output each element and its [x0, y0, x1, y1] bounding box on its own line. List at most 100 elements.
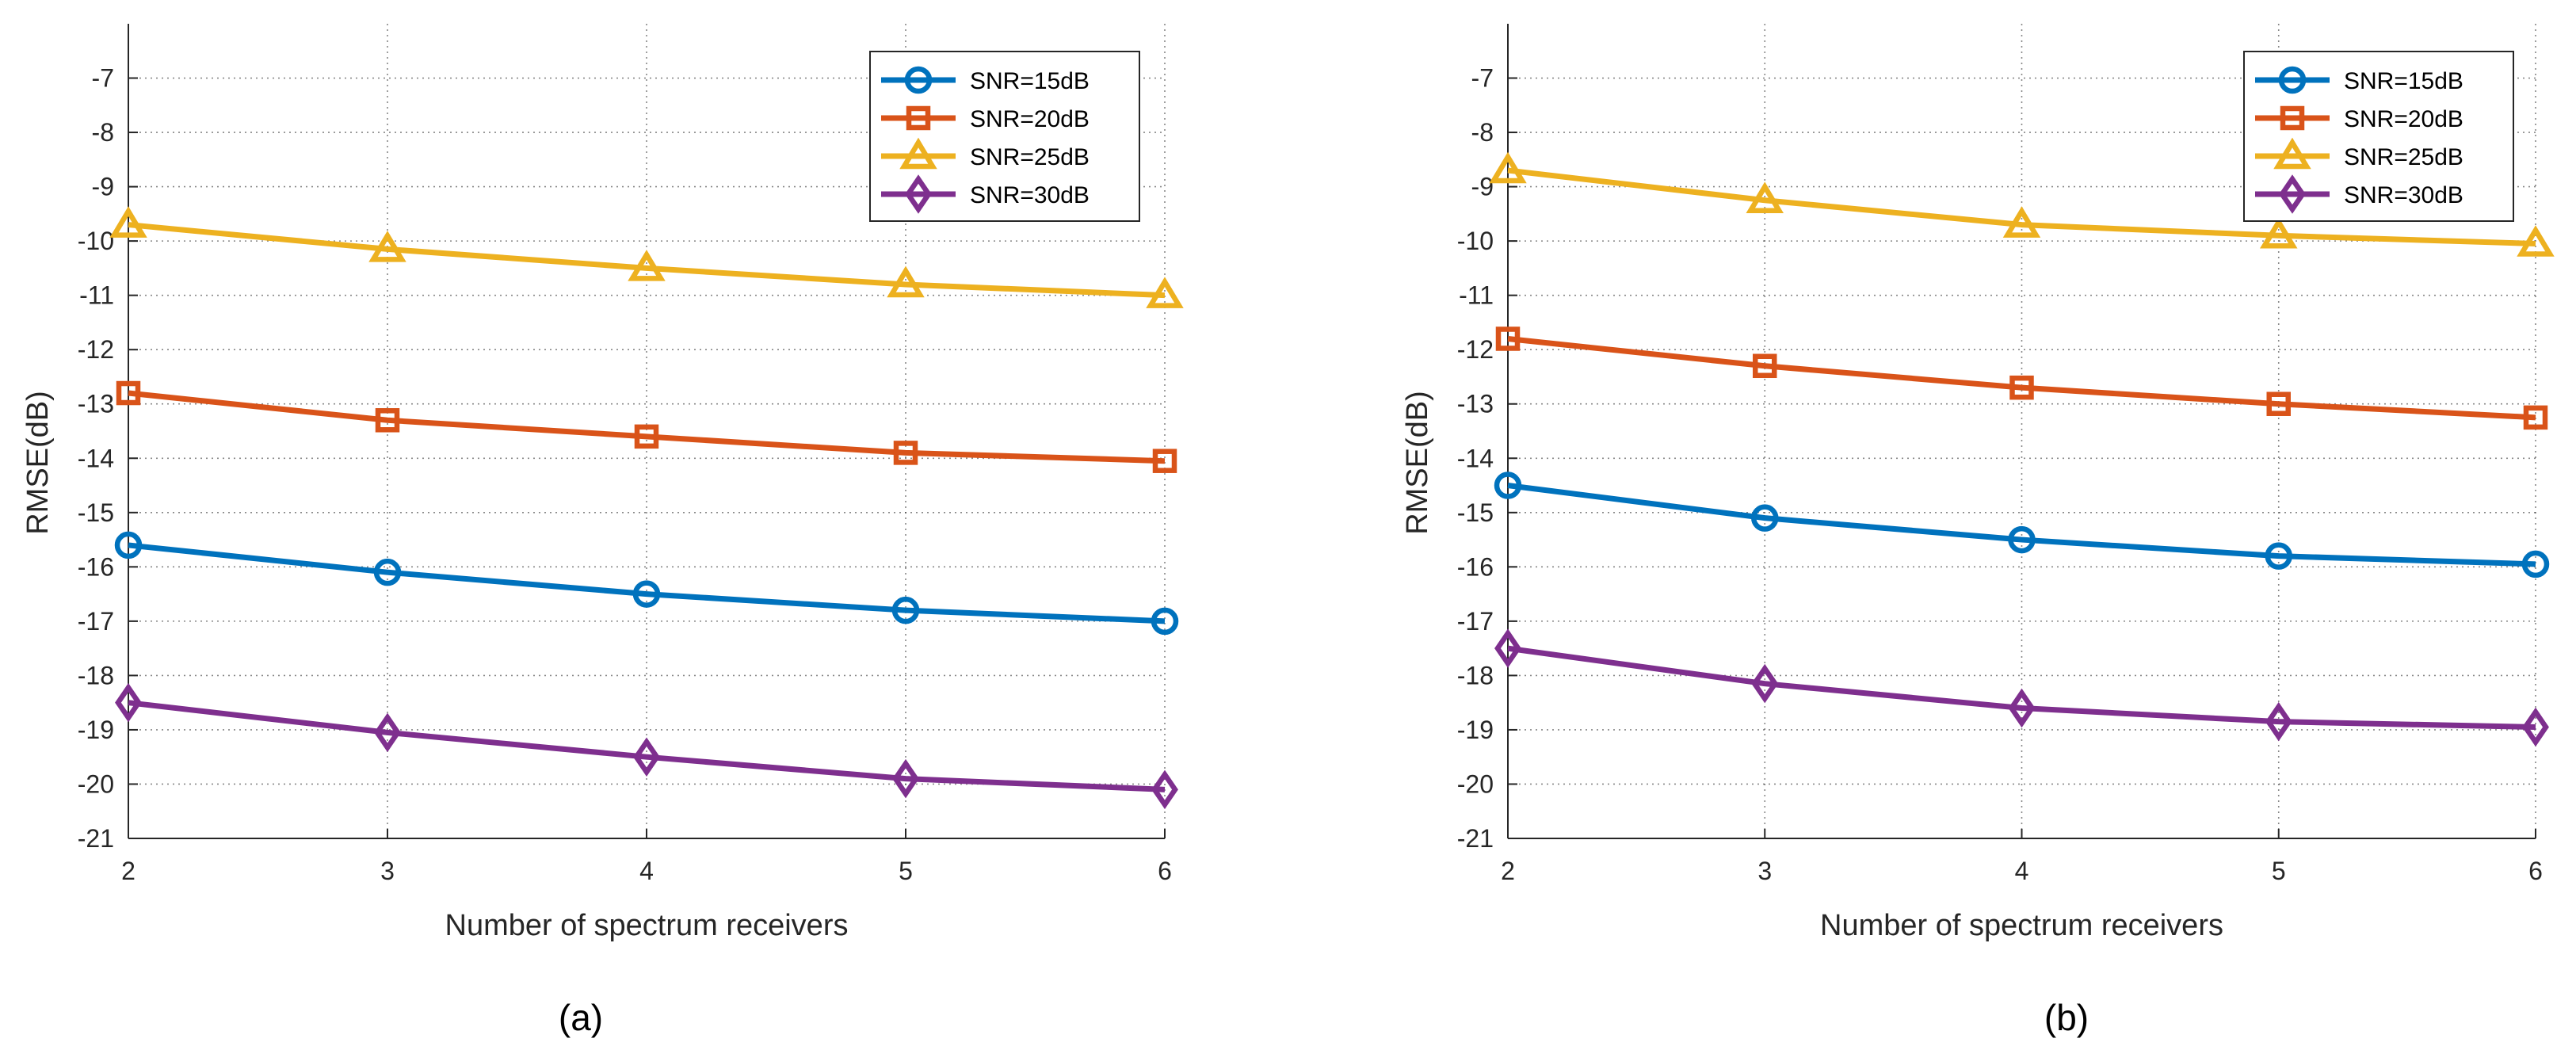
x-tick-label: 5: [899, 857, 913, 885]
x-axis-title: Number of spectrum receivers: [445, 909, 849, 942]
y-tick-label: -10: [78, 227, 114, 255]
data-point-SNR=15dB-x3: [1751, 504, 1779, 532]
data-point-SNR=25dB-x6: [2517, 225, 2555, 257]
series-line-SNR=20dB: [1507, 336, 2536, 421]
y-tick-label: -15: [1457, 498, 1494, 527]
data-point-SNR=15dB-x2: [1494, 472, 1522, 499]
legend-marker-SNR=15dB: [2278, 66, 2307, 94]
y-tick-label: -19: [1457, 716, 1494, 744]
chart-panel-b: 2 3 4 5 6 -7 -8 -9 -10 -11 -12 -13 -14 -15 -16 -17 -18 -1…: [1401, 24, 2555, 1038]
data-point-SNR=30dB-x5: [892, 758, 919, 799]
series-line-SNR=30dB: [1507, 645, 2536, 731]
y-tick-label: -18: [78, 661, 114, 689]
y-tick-label: -17: [78, 607, 114, 636]
data-point-SNR=15dB-x2: [114, 531, 143, 559]
legend-label-SNR=30dB: SNR=30dB: [970, 182, 1090, 208]
x-tick-label: 3: [380, 857, 395, 885]
data-point-SNR=25dB-x5: [887, 265, 925, 298]
data-point-SNR=15dB-x6: [2521, 550, 2550, 578]
legend-label-SNR=20dB: SNR=20dB: [970, 106, 1090, 132]
series-line-SNR=20dB: [128, 390, 1166, 464]
legend-label-SNR=15dB: SNR=15dB: [970, 68, 1090, 94]
x-tick-label: 4: [639, 857, 654, 885]
data-point-SNR=30dB-x5: [2265, 701, 2292, 742]
series-line-SNR=30dB: [128, 700, 1166, 792]
y-tick-label: -21: [1457, 824, 1494, 853]
data-point-SNR=30dB-x6: [1151, 769, 1178, 810]
data-point-SNR=15dB-x6: [1151, 607, 1179, 636]
data-point-SNR=15dB-x3: [373, 558, 402, 586]
data-point-SNR=20dB-x4: [634, 424, 659, 449]
y-tick-label: -13: [1457, 390, 1494, 418]
data-point-SNR=15dB-x4: [632, 580, 661, 608]
data-point-SNR=15dB-x4: [2008, 525, 2036, 554]
x-tick-label: 2: [121, 857, 135, 885]
data-point-SNR=25dB-x6: [1146, 277, 1184, 308]
data-point-SNR=20dB-x5: [893, 441, 918, 465]
data-point-SNR=20dB-x2: [116, 380, 141, 406]
data-point-SNR=20dB-x5: [2266, 391, 2291, 416]
y-tick-label: -16: [78, 552, 114, 581]
data-point-SNR=15dB-x5: [2265, 542, 2292, 570]
y-tick-label: -11: [1459, 281, 1494, 310]
data-point-SNR=20dB-x3: [375, 408, 400, 433]
series-line-SNR=25dB: [1507, 167, 2536, 247]
data-point-SNR=30dB-x3: [374, 712, 401, 753]
y-tick-label: -21: [78, 824, 114, 853]
x-tick-label: 6: [2528, 857, 2543, 885]
y-tick-label: -20: [1457, 769, 1494, 798]
y-tick-label: -13: [78, 390, 114, 418]
legend-marker-SNR=30dB: [2279, 174, 2306, 214]
y-tick-label: -9: [1471, 173, 1494, 201]
y-tick-label: -14: [1457, 444, 1494, 472]
y-tick-label: -7: [1471, 64, 1494, 93]
data-point-SNR=30dB-x4: [633, 737, 660, 777]
y-tick-label: -7: [92, 64, 114, 93]
data-point-SNR=25dB-x3: [368, 231, 406, 262]
legend-label-SNR=25dB: SNR=25dB: [2344, 144, 2463, 170]
y-tick-label: -8: [92, 118, 114, 147]
data-point-SNR=30dB-x2: [115, 682, 142, 723]
y-axis-title: RMSE(dB): [1401, 391, 1434, 535]
legend-marker-SNR=30dB: [905, 174, 932, 214]
y-tick-label: -10: [1457, 227, 1494, 255]
y-tick-label: -8: [1471, 118, 1494, 147]
y-tick-label: -12: [78, 335, 114, 364]
legend-label-SNR=25dB: SNR=25dB: [970, 144, 1090, 170]
series-line-SNR=15dB: [1507, 483, 2536, 567]
x-tick-label: 2: [1501, 857, 1515, 885]
legend-label-SNR=30dB: SNR=30dB: [2344, 182, 2463, 208]
data-point-SNR=25dB-x4: [2002, 206, 2041, 238]
legend-marker-SNR=15dB: [904, 66, 933, 94]
data-point-SNR=25dB-x5: [2260, 216, 2298, 249]
data-point-SNR=25dB-x4: [628, 250, 666, 281]
x-axis-title: Number of spectrum receivers: [1820, 909, 2223, 942]
y-tick-label: -11: [79, 281, 114, 310]
legend-marker-SNR=20dB: [906, 105, 931, 131]
y-tick-label: -12: [1457, 335, 1494, 364]
legend-marker-SNR=25dB: [2273, 137, 2311, 170]
chart-panel-a: 2 3 4 5 6 -7 -8 -9 -10 -11 -12 -13 -14 -15 -16 -17 -18 -1…: [21, 24, 1184, 1038]
y-tick-label: -19: [78, 716, 114, 744]
y-tick-label: -18: [1457, 661, 1494, 689]
data-point-SNR=30dB-x6: [2522, 707, 2549, 747]
y-tick-label: -15: [78, 498, 114, 527]
legend-marker-SNR=20dB: [2280, 105, 2305, 131]
panel-caption: (a): [559, 997, 603, 1038]
y-tick-label: -20: [78, 769, 114, 798]
data-point-SNR=25dB-x3: [1746, 181, 1784, 213]
data-point-SNR=30dB-x2: [1494, 628, 1521, 668]
y-tick-label: -9: [92, 173, 114, 201]
x-tick-label: 4: [2015, 857, 2029, 885]
data-point-SNR=20dB-x6: [2523, 405, 2548, 430]
series-line-SNR=25dB: [128, 222, 1166, 299]
legend-marker-SNR=25dB: [899, 137, 937, 170]
y-tick-label: -17: [1457, 607, 1494, 636]
data-point-SNR=15dB-x5: [891, 596, 920, 624]
data-point-SNR=20dB-x4: [2009, 375, 2034, 400]
data-point-SNR=20dB-x3: [1753, 353, 1777, 379]
legend-label-SNR=20dB: SNR=20dB: [2344, 106, 2463, 132]
data-point-SNR=20dB-x2: [1495, 326, 1521, 351]
data-point-SNR=30dB-x3: [1751, 663, 1779, 704]
